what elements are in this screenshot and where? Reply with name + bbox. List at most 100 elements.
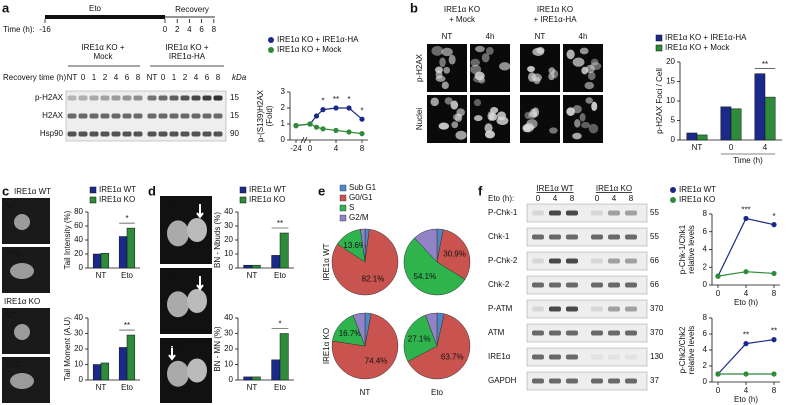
nucleus <box>484 130 495 139</box>
micrograph <box>563 95 603 143</box>
image-title: IRE1α WT <box>14 187 51 196</box>
significance: * <box>125 214 128 223</box>
slice-label: 63.7% <box>441 353 464 362</box>
lane-label: 1 <box>92 73 97 82</box>
blot-group-label: Mock <box>93 52 113 61</box>
blot-group-label: IRE1α-HA <box>169 52 206 61</box>
x-tick-label: NT <box>692 143 703 152</box>
blot-band <box>549 330 561 336</box>
blot-row-label: P-Chk-2 <box>488 256 518 265</box>
y-tick-label: 0 <box>703 280 708 289</box>
blot-band <box>591 378 603 384</box>
blot-band <box>169 113 179 119</box>
arrow <box>196 204 204 219</box>
x-tick-label: -24 <box>290 144 302 153</box>
y-tick-label: 20 <box>666 57 675 66</box>
arrow <box>168 346 176 361</box>
data-point <box>771 222 777 228</box>
bar <box>754 73 766 141</box>
nucleus <box>527 66 535 73</box>
blot-band <box>608 306 620 312</box>
x-axis-label: Time (h) <box>733 156 763 165</box>
blot-group-label: IRE1α KO + <box>165 43 208 52</box>
data-point <box>333 127 339 133</box>
y-tick-label: 20 <box>224 235 233 244</box>
y-tick-label: 0 <box>671 135 676 144</box>
significance: ** <box>277 219 283 228</box>
nucleus <box>470 64 482 75</box>
blot-size-label: 90 <box>230 129 239 138</box>
blot-group-label: IRE1α KO + <box>81 43 124 52</box>
nucleus <box>496 116 509 125</box>
y-tick-label: 2 <box>281 103 286 112</box>
blot-size-label: 15 <box>230 111 239 120</box>
legend-marker <box>655 34 663 42</box>
series-line <box>295 123 363 135</box>
nucleus <box>167 360 189 387</box>
nucleus <box>187 358 207 383</box>
legend-marker <box>89 196 97 204</box>
x-tick-label: 8 <box>772 386 777 395</box>
blot-row-label: IRE1α <box>488 352 511 361</box>
nucleus <box>499 62 511 71</box>
blot-band <box>549 258 561 264</box>
blot-band <box>608 234 620 240</box>
x-tick-label: 4 <box>744 386 749 395</box>
nucleus <box>431 45 444 56</box>
nucleus <box>548 72 555 81</box>
data-point <box>320 107 326 113</box>
blot-band <box>100 95 110 101</box>
nucleus <box>585 64 595 74</box>
pie-slice <box>352 312 366 347</box>
blot-strip <box>526 347 648 367</box>
y-tick-label: 0 <box>229 263 234 272</box>
significance: * <box>321 97 324 106</box>
blot-band <box>532 234 544 240</box>
nucleus <box>487 111 495 121</box>
blot-band <box>158 113 168 119</box>
panel-letter: f <box>478 183 483 198</box>
blot-band <box>608 330 620 336</box>
blot-band <box>78 113 88 119</box>
blot-band <box>566 282 578 288</box>
timeline-tick-label: 6 <box>199 25 204 34</box>
blot-band <box>591 282 603 288</box>
blot-band <box>532 378 544 384</box>
data-point <box>346 105 352 111</box>
lane-label: 0 <box>595 194 600 203</box>
pie-column-label: Eto <box>431 388 444 397</box>
blot-band <box>133 131 143 137</box>
blot-band <box>180 95 190 101</box>
y-tick-label: 4 <box>703 245 708 254</box>
x-tick-label: 0 <box>308 144 313 153</box>
pie-slice <box>403 237 466 296</box>
bar <box>118 236 128 269</box>
nucleus <box>434 66 443 74</box>
y-tick-label: 10 <box>666 96 675 105</box>
nucleus <box>470 58 480 67</box>
blot-band <box>89 113 99 119</box>
pie-column-label: NT <box>360 388 371 397</box>
nucleus <box>452 113 462 121</box>
blot-band <box>147 95 157 101</box>
lane-label: 4 <box>194 73 199 82</box>
blot-band <box>608 258 620 264</box>
legend-label: IRE1α KO <box>679 195 715 204</box>
data-point <box>313 113 320 119</box>
blot-band <box>67 113 77 119</box>
slice-label: 30.9% <box>443 249 466 258</box>
micrograph <box>520 95 560 143</box>
legend-label: IRE1α KO + Mock <box>665 43 730 52</box>
blot-band <box>169 95 179 101</box>
nucleus <box>474 71 485 81</box>
x-tick-label: Eto <box>121 383 134 392</box>
y-axis-label: Tail Moment (A.U) <box>63 317 72 381</box>
lane-label: 4 <box>612 194 617 203</box>
lane-label: NT <box>67 73 78 82</box>
blot-size-label: 55 <box>650 208 659 217</box>
nucleus <box>532 107 540 118</box>
bar <box>126 227 136 269</box>
blot-row-label: Chk-1 <box>488 232 510 241</box>
image-title: IRE1α KO <box>4 297 40 306</box>
panel-letter: c <box>2 183 9 198</box>
